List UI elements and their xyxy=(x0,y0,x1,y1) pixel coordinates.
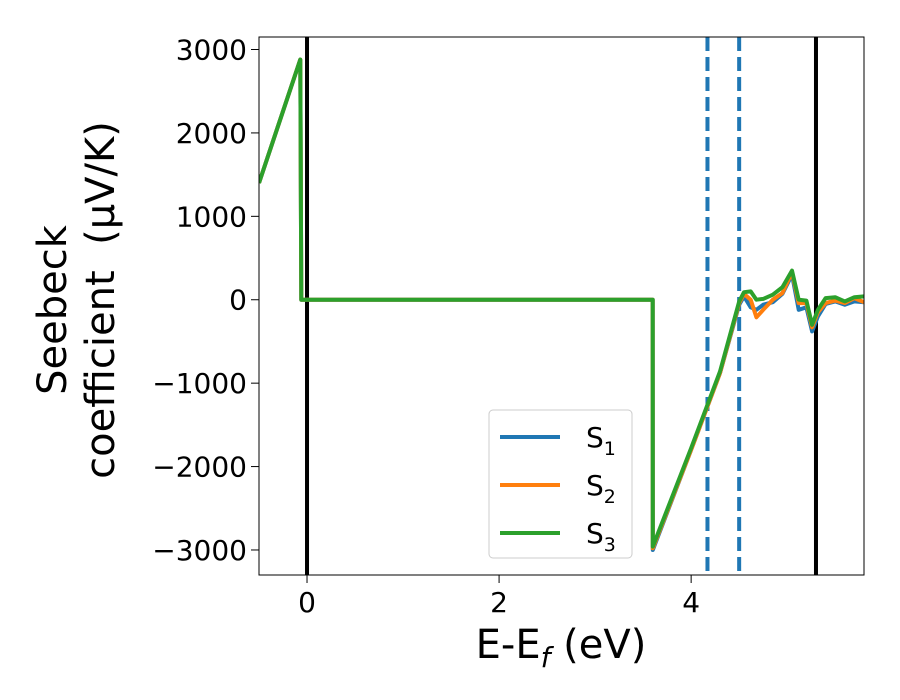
legend-label: S1 xyxy=(586,421,616,460)
plot-frame xyxy=(258,36,865,576)
series-lines xyxy=(259,57,864,552)
x-axis-label: E-Ef (eV) xyxy=(476,622,647,674)
x-tick-label: 0 xyxy=(298,586,316,619)
y-axis-label-group: Seebeck coefficient (μV/K) xyxy=(30,121,124,479)
y-axis: 3000 2000 1000 0 −1000 −2000 −3000 xyxy=(152,34,259,567)
legend: S1 S2 S3 xyxy=(488,409,633,559)
y-tick-label: −2000 xyxy=(152,451,247,484)
x-tick-label: 4 xyxy=(682,586,700,619)
y-tick-label: 3000 xyxy=(176,34,247,67)
legend-label: S2 xyxy=(586,469,616,508)
legend-label: S3 xyxy=(586,517,616,556)
legend-box xyxy=(488,409,633,559)
x-tick-label: 2 xyxy=(490,586,508,619)
y-tick-label: −1000 xyxy=(152,367,247,400)
y-tick-label: 0 xyxy=(229,284,247,317)
y-axis-label-line-1: Seebeck xyxy=(30,224,76,395)
y-tick-label: 1000 xyxy=(176,200,247,233)
x-axis: 0 2 4 xyxy=(298,575,700,619)
legend-entries: S1 S2 S3 xyxy=(500,421,616,556)
y-axis-label-line-2: coefficient (μV/K) xyxy=(78,121,124,479)
y-tick-label: −3000 xyxy=(152,534,247,567)
y-tick-label: 2000 xyxy=(176,117,247,150)
series-line-s3 xyxy=(259,57,864,549)
